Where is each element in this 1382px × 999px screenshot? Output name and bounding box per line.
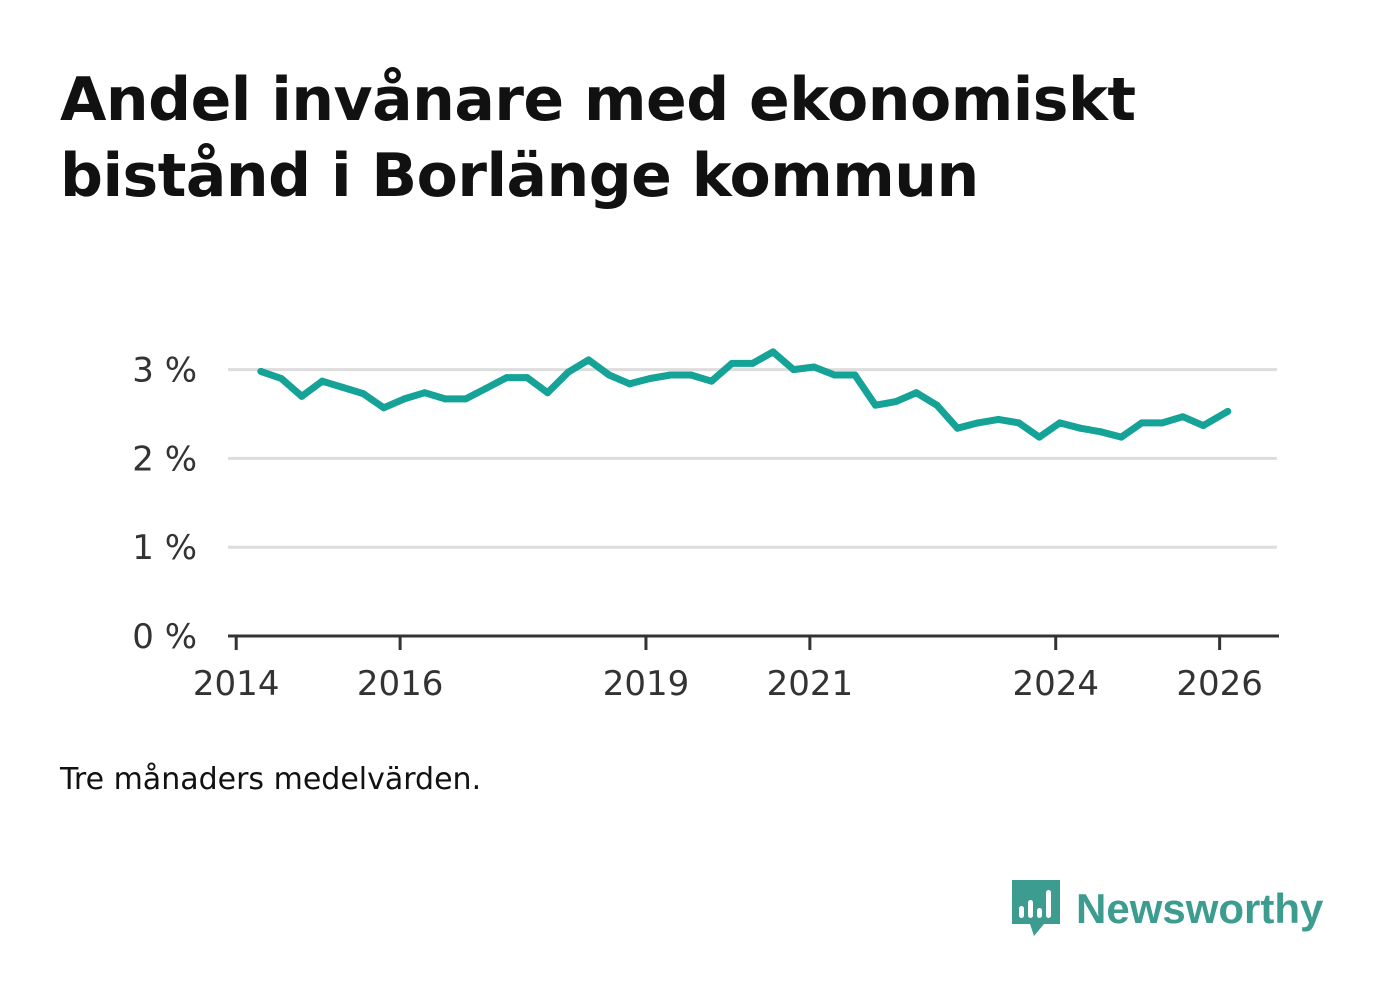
data-point	[933, 401, 941, 409]
data-point	[851, 371, 859, 379]
chart-note: Tre månaders medelvärden.	[60, 762, 482, 797]
data-point	[830, 371, 838, 379]
y-tick-label: 0 %	[132, 617, 197, 657]
data-point	[257, 367, 265, 375]
data-point	[667, 371, 675, 379]
data-point	[789, 366, 797, 374]
data-point	[646, 375, 654, 383]
data-point	[564, 368, 572, 376]
y-tick-label: 2 %	[132, 439, 197, 479]
data-point	[892, 398, 900, 406]
data-point	[400, 395, 408, 403]
data-point	[1117, 433, 1125, 441]
data-point	[626, 380, 634, 388]
data-point	[769, 348, 777, 356]
data-point	[605, 371, 613, 379]
data-point	[953, 424, 961, 432]
data-point	[503, 374, 511, 382]
data-point	[482, 384, 490, 392]
data-point	[1224, 407, 1232, 415]
data-point	[1035, 433, 1043, 441]
data-point	[1056, 419, 1064, 427]
data-point	[728, 359, 736, 367]
data-point	[1158, 419, 1166, 427]
data-point	[810, 363, 818, 371]
data-point	[585, 356, 593, 364]
data-point	[687, 371, 695, 379]
data-point	[359, 390, 367, 398]
data-point	[318, 377, 326, 385]
data-point	[994, 415, 1002, 423]
data-point	[1179, 413, 1187, 421]
data-point	[277, 375, 285, 383]
data-point	[974, 419, 982, 427]
x-tick-label: 2014	[193, 664, 280, 704]
data-point	[339, 383, 347, 391]
x-tick-label: 2019	[603, 664, 690, 704]
data-point	[1076, 424, 1084, 432]
brand: Newsworthy	[1010, 878, 1323, 940]
data-point	[380, 404, 388, 412]
data-point	[1015, 419, 1023, 427]
x-tick-label: 2024	[1012, 664, 1099, 704]
brand-name: Newsworthy	[1076, 885, 1324, 932]
data-point	[1199, 422, 1207, 430]
y-tick-label: 1 %	[132, 528, 197, 568]
grid-lines	[228, 368, 1277, 549]
x-tick-label: 2021	[767, 664, 854, 704]
data-point	[1097, 428, 1105, 436]
x-axis	[228, 634, 1279, 650]
chart-title: Andel invånare med ekonomiskt bistånd i …	[60, 65, 1136, 211]
x-tick-label: 2016	[357, 664, 444, 704]
x-axis-labels: 2014 2016 2019 2021 2024 2026	[193, 664, 1263, 704]
x-tick-label: 2026	[1176, 664, 1263, 704]
newsworthy-logo-icon	[1012, 880, 1060, 936]
data-point	[441, 395, 449, 403]
data-point	[1138, 419, 1146, 427]
data-point	[421, 389, 429, 397]
data-point	[544, 389, 552, 397]
data-point	[871, 401, 879, 409]
series-layer	[257, 348, 1232, 441]
data-point	[462, 395, 470, 403]
y-tick-label: 3 %	[132, 351, 197, 391]
data-point	[298, 392, 306, 400]
y-axis-labels: 0 % 1 % 2 % 3 %	[132, 351, 197, 657]
data-point	[749, 359, 756, 367]
data-point	[708, 377, 716, 385]
data-point	[912, 389, 920, 397]
series-line	[259, 348, 1230, 441]
data-point	[523, 374, 531, 382]
